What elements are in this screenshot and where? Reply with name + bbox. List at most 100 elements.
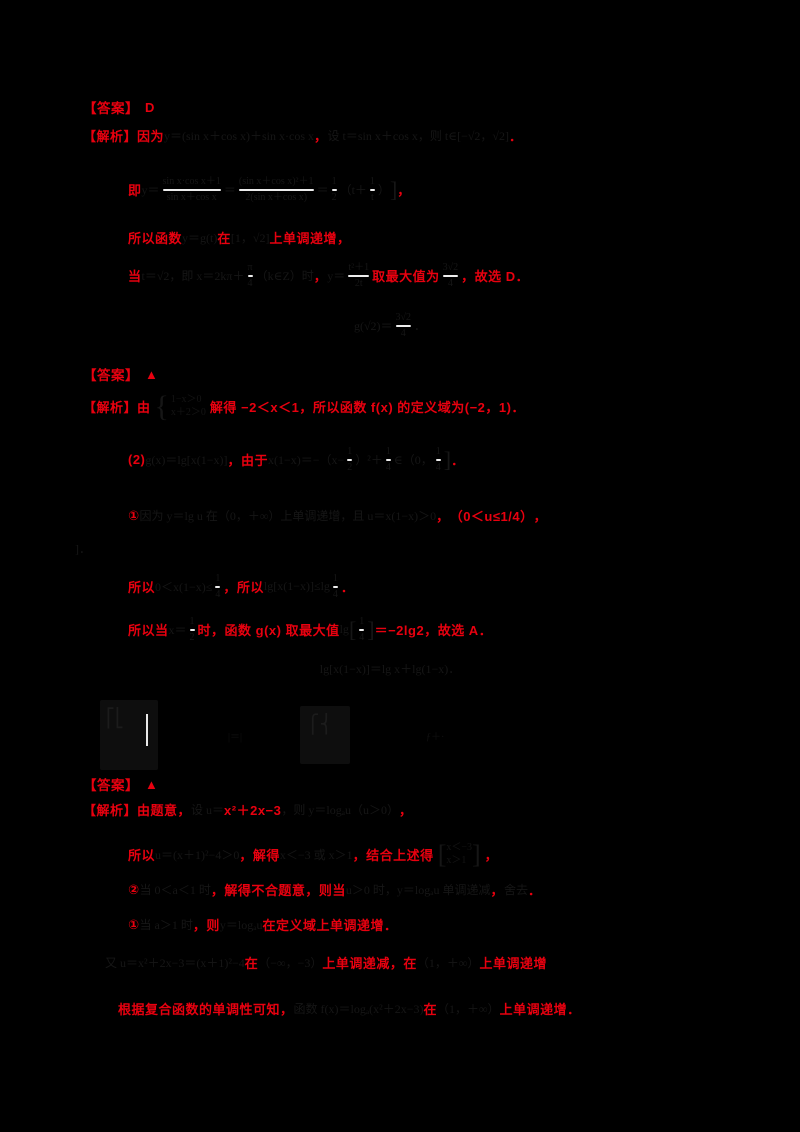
inequality-system: {1−x＞0 x＋2＞0	[155, 392, 206, 422]
math-text: 设 t＝sin x＋cos x，则 t∈[−√2，√2]	[327, 129, 510, 143]
red-text: ，故选 D．	[461, 269, 530, 284]
red-text: ，	[490, 883, 505, 898]
math-text: 因为 y＝lg u 在（0，＋∞）上单调递增，且 u＝x(1−x)＞0	[139, 509, 437, 523]
red-text: 则当	[318, 883, 346, 898]
red-text: ①	[128, 507, 140, 523]
math-text: y＝	[327, 269, 346, 283]
fraction-numerator: 1	[332, 573, 338, 584]
red-text: ，则	[192, 918, 220, 933]
math-text: g(√2)＝	[353, 319, 393, 333]
math-text: 又 u＝x²＋2x−3＝(x＋1)²−4	[105, 956, 245, 970]
red-text: ，	[484, 848, 499, 863]
red-text: ＝−2lg2，故选 A．	[374, 623, 493, 638]
fraction-bar	[347, 458, 353, 461]
red-text: 【解析】由题意，	[83, 803, 192, 818]
red-text: 在	[217, 231, 231, 246]
solution-line: 所以当 x＝ 1 2 时，函数 g(x) 取最大值 lg[1 4] ＝−2lg2，故选 A…	[128, 616, 492, 643]
bracket-glyph: ]	[443, 446, 452, 472]
math-text: [1，√2]	[230, 231, 270, 245]
fraction-bar	[162, 188, 221, 191]
system-row: 1−x＞0	[170, 394, 202, 405]
math-text: ＝	[223, 183, 236, 197]
red-text: 在	[244, 956, 259, 971]
math-text: （k∈Z）时	[255, 269, 314, 283]
fraction-bar	[435, 458, 441, 461]
fraction-denominator: 2	[331, 191, 337, 203]
solution-line: ① 当 a＞1 时，则 y＝logₐu 在定义域上单调递增．	[128, 915, 398, 934]
fraction-denominator: 2	[189, 631, 195, 643]
math-text: ）	[377, 183, 390, 197]
bracket-glyph: [	[348, 616, 357, 642]
math-text: 函数 f(x)＝logₐ(x²＋2x−3)	[293, 1002, 424, 1016]
red-text: 上单调递减，	[322, 956, 404, 971]
math-text: （1，＋∞）	[437, 1002, 500, 1016]
red-text: ，由于	[227, 453, 268, 468]
fraction-numerator: sin x·cos x＋1	[162, 176, 221, 187]
solution-line: 又 u＝x²＋2x−3＝(x＋1)²−4 在（−∞，−3） 上单调递减，在（1，＋∞…	[105, 953, 547, 972]
red-text: ，	[397, 183, 411, 198]
fraction-denominator: t	[371, 191, 374, 203]
fraction: 3√2 4	[442, 262, 459, 289]
fraction-numerator: 1	[347, 446, 353, 457]
red-text: 【解析】因为	[83, 129, 165, 144]
math-text: 舍去	[504, 883, 529, 897]
red-text: ，	[399, 803, 413, 818]
solution-line: ① 因为 y＝lg u 在（0，＋∞）上单调递增，且 u＝x(1−x)＞0，（0…	[128, 506, 547, 525]
red-text: 所以	[128, 580, 156, 595]
red-text: ．	[451, 453, 465, 468]
fraction-bar	[395, 324, 412, 327]
fraction-numerator: 1	[331, 176, 337, 187]
math-text-small: ƒ＋·	[426, 731, 445, 743]
math-text: （1，＋∞）	[416, 956, 480, 970]
red-text: 上单调递增．	[499, 1002, 581, 1017]
red-text: 解得 −2＜x＜1，所以函数 f(x) 的定义域为(−2，1)．	[209, 400, 525, 415]
red-text: 在定义域上单调递增．	[262, 918, 398, 933]
fraction-numerator: 1	[435, 446, 441, 457]
red-text: 所以	[128, 848, 156, 863]
system-row: x＋2＞0	[170, 406, 206, 418]
fraction-denominator: 4	[385, 461, 391, 473]
math-text: ，则 y＝logₐu（u＞0）	[281, 803, 399, 817]
red-text: ，	[313, 269, 328, 284]
math-text: 当 a＞1 时	[139, 918, 193, 932]
fraction-numerator: 3√2	[442, 262, 459, 273]
solution-line: 所以函数 y＝g(t) 在 [1，√2] 上单调递增，	[128, 228, 350, 247]
fraction-bar	[348, 274, 370, 277]
solution-line: ]．	[75, 540, 91, 557]
fraction-numerator: 1	[359, 616, 365, 627]
fraction-numerator: 1	[189, 616, 195, 627]
fraction-denominator: 2	[347, 461, 353, 473]
red-text: （0＜u≤1/4）	[449, 509, 534, 524]
stack-rows: x＜−3 x＞1	[446, 842, 472, 867]
fraction: sin x·cos x＋1 sin x＋cos x	[162, 176, 221, 203]
fraction-bar	[238, 188, 314, 191]
fraction-bar	[332, 585, 338, 588]
math-text: y＝(sin x＋cos x)＋sin x·cos x	[164, 129, 315, 143]
math-text: y＝g(t)	[182, 231, 218, 245]
fraction-denominator: 2(sin x＋cos x)	[245, 191, 308, 203]
fraction-numerator: 1	[369, 176, 375, 187]
faint-glyphs: ⎧⎨	[306, 714, 334, 734]
math-text: y＝logₐu	[219, 918, 263, 932]
fraction-bar	[369, 188, 375, 191]
fraction-denominator: 4	[400, 327, 406, 339]
solution-line: 【解析】由{1−x＞0 x＋2＞0 解得 −2＜x＜1，所以函数 f(x) 的定义域…	[83, 392, 525, 422]
math-text: u＝(x＋1)²−4＞0	[155, 848, 240, 862]
math-text: ）²＋	[355, 453, 383, 467]
fraction-numerator: t²＋1	[348, 262, 370, 273]
red-text: ．	[340, 580, 355, 595]
math-text: ＝	[316, 183, 329, 197]
math-text: ∈（0，	[393, 453, 433, 467]
red-text: x²＋2x−3	[224, 803, 282, 818]
system-rows: 1−x＞0 x＋2＞0	[171, 394, 206, 419]
math-text: lg	[339, 622, 349, 636]
answer-value: D	[145, 99, 155, 115]
math-text: y＝	[141, 183, 160, 197]
bracket-glyph: ]	[389, 176, 398, 202]
red-text: ，所以	[223, 580, 264, 595]
